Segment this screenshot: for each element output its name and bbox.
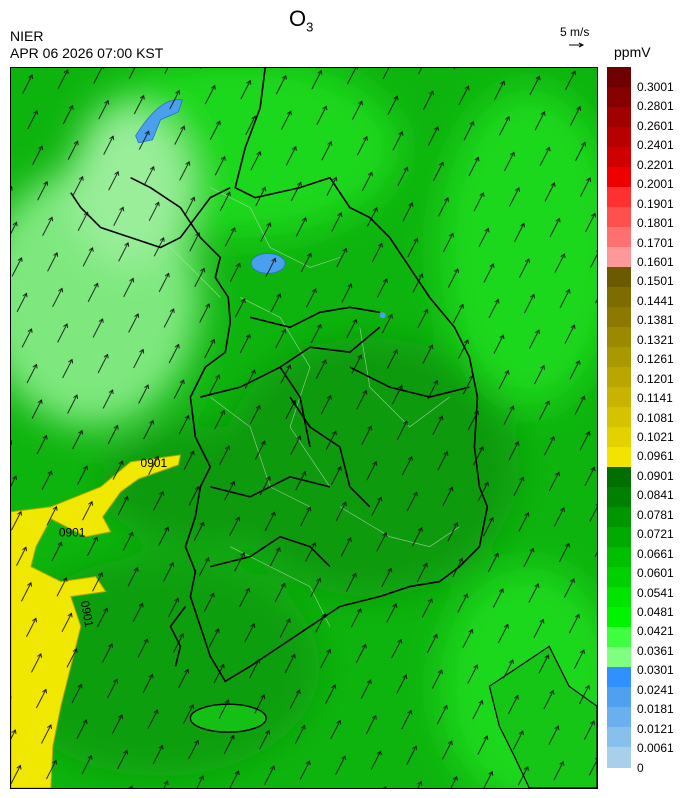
legend-label: 0.0541 [637, 585, 674, 600]
units-label: ppmV [614, 44, 651, 60]
legend-swatch [607, 407, 631, 428]
legend-label: 0.1441 [637, 293, 674, 308]
legend-swatch [607, 607, 631, 628]
legend-label: 0.0481 [637, 605, 674, 619]
legend-swatch [607, 127, 631, 148]
legend-colorbar [607, 67, 631, 768]
legend-label: 0.1901 [637, 196, 674, 211]
legend-swatch [607, 567, 631, 588]
ozone-map: 0901 0901 0901 [10, 67, 598, 789]
legend-label: 0.1701 [637, 235, 674, 250]
legend-swatch [607, 307, 631, 328]
legend-swatch [607, 427, 631, 448]
legend-swatch [607, 267, 631, 288]
legend-label: 0.0961 [637, 449, 674, 464]
legend-swatch [607, 347, 631, 368]
legend-label: 0.1321 [637, 332, 674, 347]
legend-swatch [607, 227, 631, 248]
legend-label: 0.1801 [637, 216, 674, 231]
legend-swatch [607, 507, 631, 528]
legend-swatch [607, 647, 631, 668]
legend-label: 0.0721 [637, 527, 674, 542]
legend-swatch [607, 207, 631, 228]
legend-label: 0.2001 [637, 177, 674, 192]
chart-title: O3 [289, 6, 313, 34]
legend-swatch [607, 387, 631, 408]
legend-swatch [607, 667, 631, 688]
legend-label: 0.1141 [637, 391, 673, 406]
legend-swatch [607, 727, 631, 748]
legend-label: 0.0061 [637, 741, 674, 756]
legend-swatch [607, 187, 631, 208]
legend-label: 0.1081 [637, 410, 674, 425]
legend-label: 0.0901 [637, 468, 674, 483]
legend-label: 0.3001 [637, 80, 674, 94]
legend-label: 0.1601 [637, 255, 674, 269]
legend-swatch [607, 447, 631, 468]
legend-label: 0 [637, 760, 644, 775]
legend-swatch [607, 107, 631, 128]
legend-label: 0.0421 [637, 624, 674, 639]
legend-label: 0.1021 [637, 430, 674, 444]
legend-label: 0.2401 [637, 138, 674, 153]
legend-label: 0.2801 [637, 99, 674, 114]
legend-swatch [607, 247, 631, 268]
wind-vector-icon [11, 68, 597, 788]
legend-swatch [607, 527, 631, 548]
legend-label: 0.1261 [637, 352, 674, 367]
title-main: O [289, 6, 307, 31]
legend-label: 0.2201 [637, 157, 674, 172]
legend-label: 0.0661 [637, 546, 674, 561]
legend-swatch [607, 327, 631, 348]
datetime-label: APR 06 2026 07:00 KST [10, 45, 164, 61]
legend-swatch [607, 487, 631, 508]
wind-reference-arrow-icon [569, 42, 585, 48]
legend-swatch [607, 367, 631, 388]
legend-label: 0.0361 [637, 643, 674, 658]
legend-label: 0.0781 [637, 507, 674, 522]
legend-swatch [607, 627, 631, 648]
legend-swatch [607, 687, 631, 708]
legend-swatch [607, 87, 631, 108]
legend-swatch [607, 167, 631, 188]
title-subscript: 3 [306, 19, 314, 35]
legend-label: 0.1501 [637, 274, 674, 289]
legend-swatch [607, 707, 631, 728]
legend-label: 0.0121 [637, 721, 674, 736]
legend-swatch [607, 467, 631, 488]
legend-swatch [607, 547, 631, 568]
legend-label: 0.1381 [637, 313, 674, 328]
legend-label: 0.0301 [637, 663, 674, 678]
legend-label: 0.0601 [637, 566, 674, 581]
legend-label: 0.0241 [637, 682, 674, 697]
legend-label: 0.1201 [637, 371, 674, 386]
legend-label: 0.2601 [637, 118, 674, 133]
agency-label: NIER [10, 28, 44, 44]
legend-swatch [607, 67, 631, 88]
legend-swatch [607, 747, 631, 768]
legend-swatch [607, 147, 631, 168]
legend-label: 0.0841 [637, 488, 674, 503]
legend-swatch [607, 287, 631, 308]
legend-label: 0.0181 [637, 702, 674, 717]
wind-reference-label: 5 m/s [560, 25, 590, 39]
legend-swatch [607, 587, 631, 608]
